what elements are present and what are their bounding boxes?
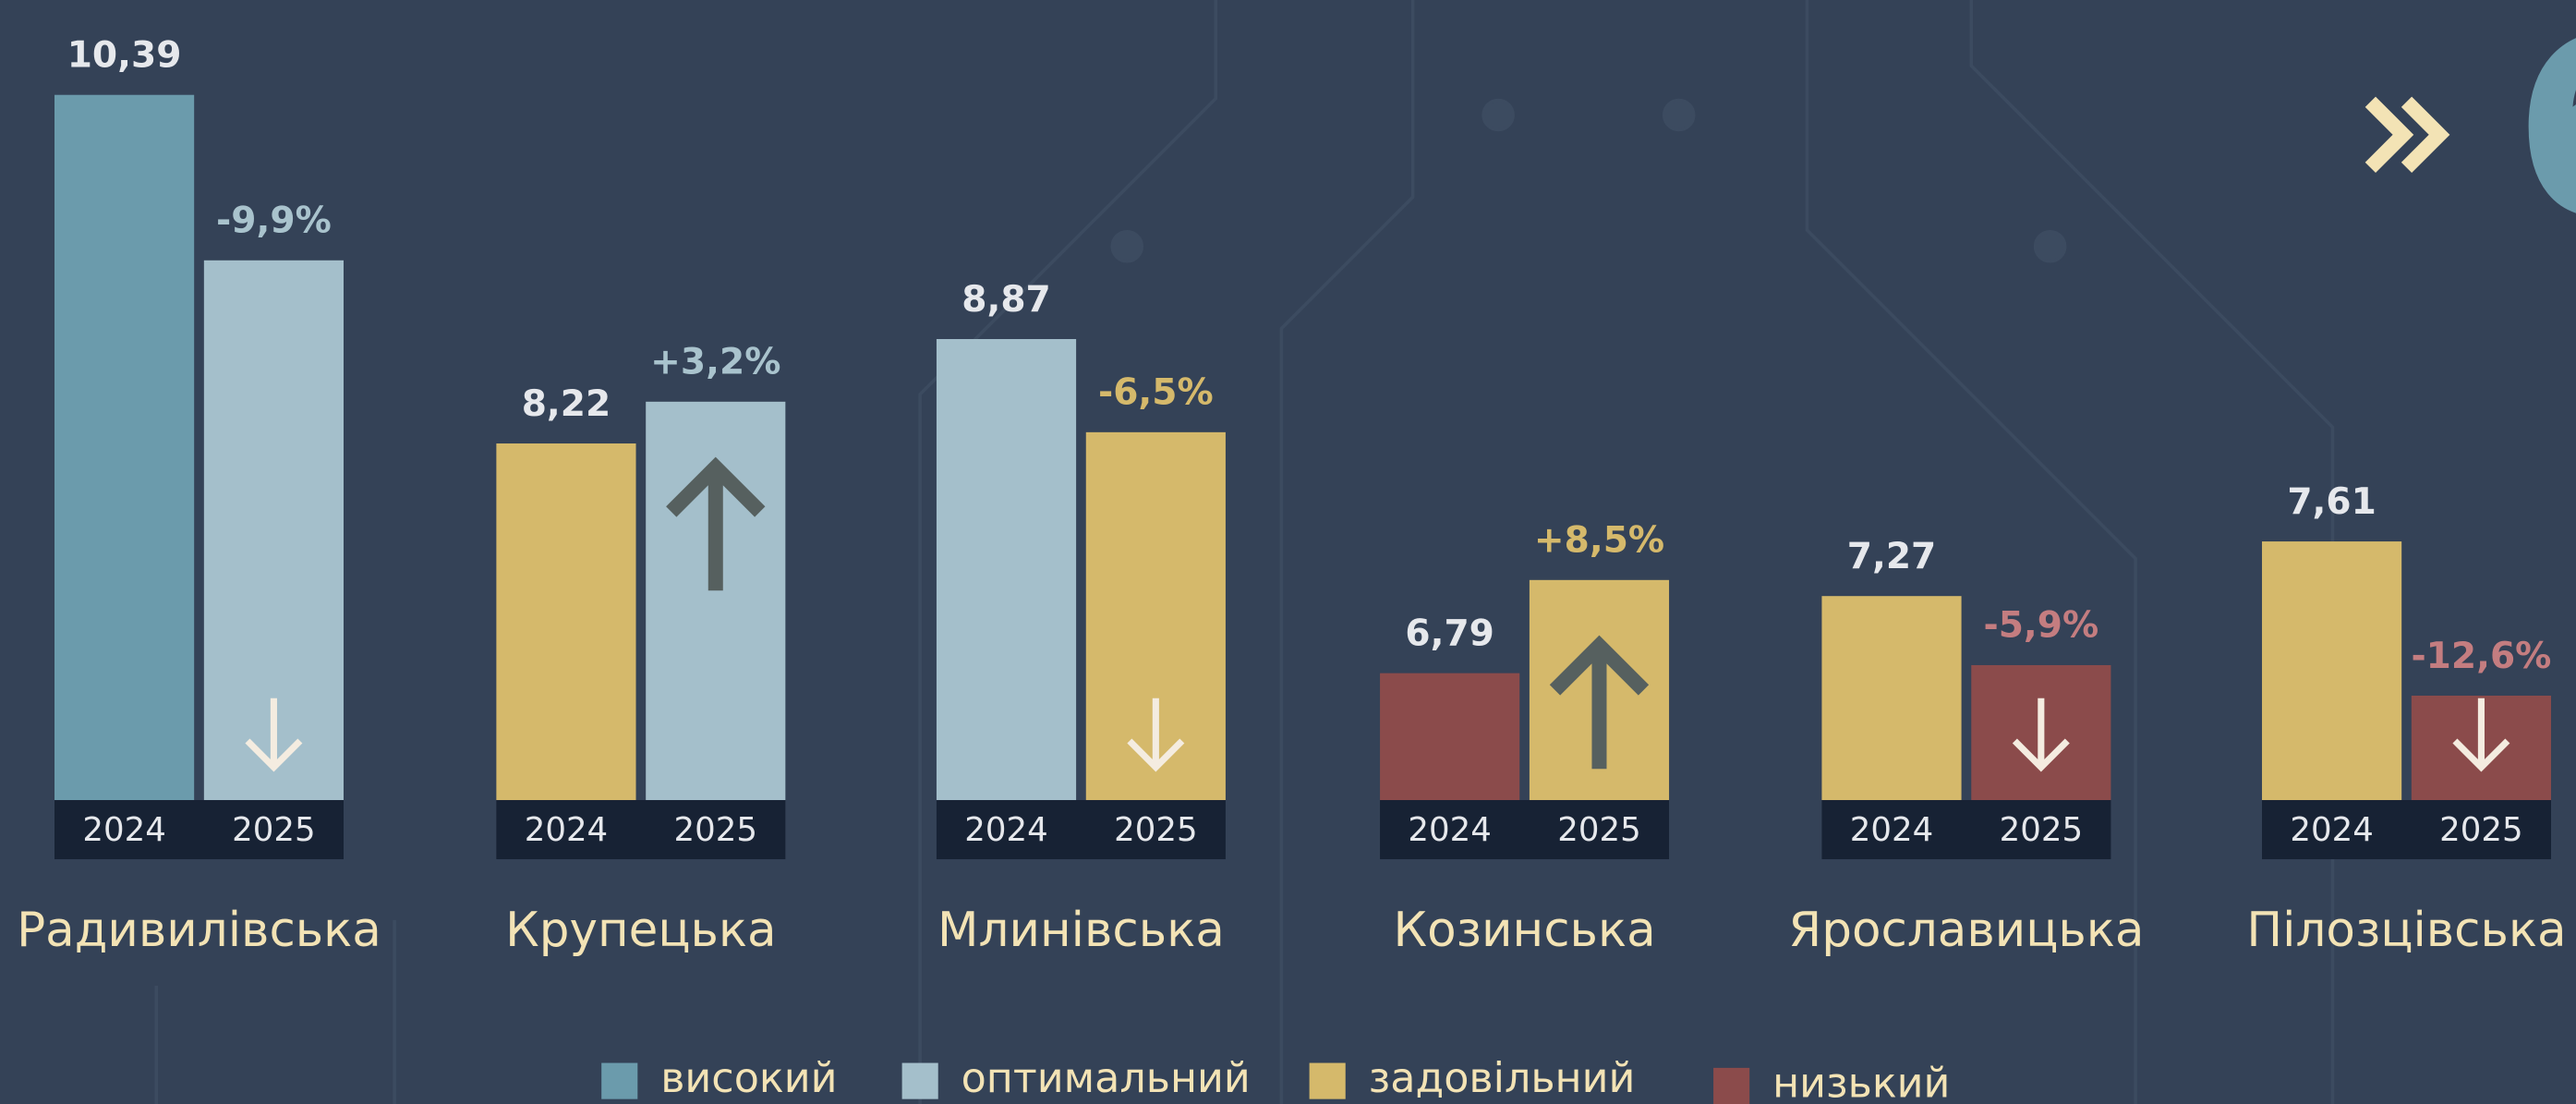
down-arrow	[1127, 698, 1185, 772]
category-label: Пілозцівська	[2246, 903, 2566, 958]
legend-swatch	[901, 1062, 938, 1099]
year-strip	[936, 800, 1226, 860]
year-label: 2024	[1408, 811, 1491, 849]
value-label: 6,79	[1405, 613, 1494, 654]
year-label: 2025	[2439, 811, 2522, 849]
bar	[936, 338, 1077, 801]
bar	[496, 443, 636, 801]
year-label: 2025	[674, 811, 757, 849]
legend-label: оптимальний	[961, 1055, 1251, 1102]
category-label: Радивилівська	[17, 903, 381, 958]
year-strip	[1821, 800, 2111, 860]
category-label: Крупецька	[505, 903, 776, 958]
value-label: 7,27	[1847, 536, 1937, 577]
down-arrow	[2452, 698, 2510, 772]
legend-label: низький	[1772, 1060, 1950, 1104]
year-strip	[496, 800, 786, 860]
change-label: -5,9%	[1983, 605, 2098, 647]
year-strip	[2262, 800, 2551, 860]
legend-swatch	[601, 1062, 638, 1099]
bar	[1821, 596, 1962, 801]
year-label: 2024	[964, 811, 1047, 849]
legend-label: задовільний	[1369, 1055, 1636, 1102]
value-label: 7,61	[2287, 481, 2376, 523]
up-arrow	[1549, 635, 1650, 770]
category-label: Млинівська	[937, 903, 1225, 958]
category-label: Ярославицька	[1788, 903, 2144, 958]
change-label: +3,2%	[650, 342, 780, 383]
value-label: 10,39	[67, 34, 182, 76]
down-arrow	[2012, 698, 2070, 772]
change-label: +8,5%	[1534, 520, 1664, 562]
legend-label: високий	[660, 1055, 837, 1102]
corner-number: 6	[2513, 0, 2576, 272]
change-label: -6,5%	[1098, 372, 1214, 414]
legend-swatch	[1713, 1067, 1750, 1104]
bar	[54, 94, 195, 801]
down-arrow	[245, 698, 303, 772]
year-label: 2024	[82, 811, 165, 849]
value-label: 8,22	[522, 383, 611, 425]
year-strip	[1380, 800, 1670, 860]
bar	[1380, 673, 1520, 801]
year-label: 2024	[525, 811, 608, 849]
year-strip	[54, 800, 344, 860]
category-label: Козинська	[1393, 903, 1655, 958]
year-label: 2024	[2290, 811, 2373, 849]
change-label: -9,9%	[216, 200, 332, 242]
bar	[2262, 541, 2402, 801]
value-label: 8,87	[961, 279, 1051, 321]
year-label: 2025	[1557, 811, 1640, 849]
legend-swatch	[1309, 1062, 1346, 1099]
up-arrow	[666, 456, 766, 591]
year-label: 2024	[1850, 811, 1933, 849]
year-label: 2025	[1114, 811, 1197, 849]
change-label: -12,6%	[2411, 636, 2551, 677]
year-label: 2025	[232, 811, 315, 849]
chevron-icon	[2364, 96, 2450, 174]
background-traces	[154, 0, 2335, 1104]
year-label: 2025	[2000, 811, 2083, 849]
